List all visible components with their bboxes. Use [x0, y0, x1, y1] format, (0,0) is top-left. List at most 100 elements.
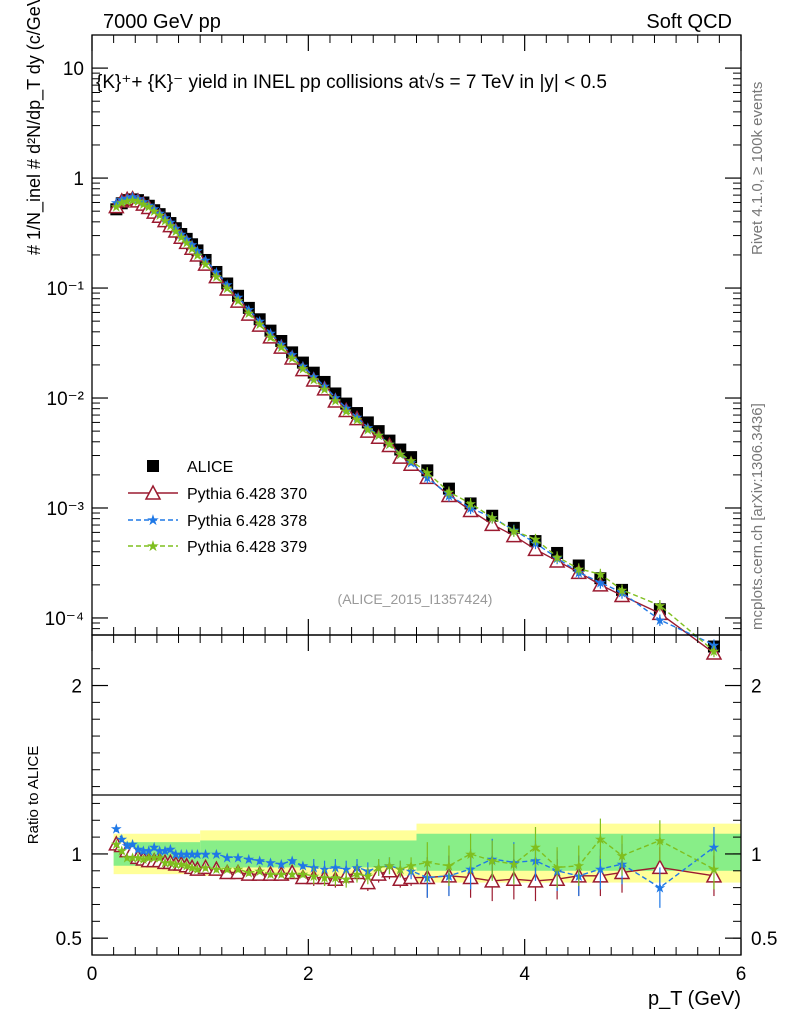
ratio-point-pythia-6-428-378: ★: [132, 841, 145, 857]
ratio-point-pythia-6-428-379: ★: [551, 859, 564, 875]
main-point-pythia-6-428-378: ★: [175, 226, 188, 242]
main-point-pythia-6-428-379: ★: [362, 421, 375, 437]
main-point-pythia-6-428-378: ★: [170, 220, 183, 236]
main-point-pythia-6-428-378: ★: [221, 276, 234, 292]
ratio-ytick-label-left: 1: [71, 845, 82, 866]
ratio-point-pythia-6-428-379: ★: [126, 849, 139, 865]
ratio-point-pythia-6-428-379: ★: [275, 866, 288, 882]
ratio-point-pythia-6-428-379: ★: [394, 861, 407, 877]
main-point-pythia-6-428-379: ★: [191, 247, 204, 263]
main-ytick-label: 10⁻⁴: [45, 609, 84, 630]
main-point-pythia-6-428-379: ★: [594, 566, 607, 582]
ratio-point-pythia-6-428-379: ★: [143, 849, 156, 865]
ratio-point-pythia-6-428-378: ★: [121, 838, 134, 854]
ratio-point-pythia-6-428-378: ★: [143, 843, 156, 859]
ratio-point-pythia-6-428-379: ★: [191, 861, 204, 877]
main-point-pythia-6-428-379: ★: [275, 339, 288, 355]
ratio-point-pythia-6-428-379: ★: [616, 848, 629, 864]
main-ytick-label: 10⁻³: [47, 499, 85, 520]
main-ytick-label: 10: [63, 59, 84, 80]
legend-label-379: Pythia 6.428 379: [187, 539, 307, 556]
main-point-pythia-6-428-378: ★: [126, 188, 139, 204]
ratio-point-pythia-6-428-379: ★: [121, 849, 134, 865]
ratio-point-pythia-6-428-379: ★: [297, 866, 310, 882]
ratio-point-pythia-6-428-379: ★: [232, 861, 245, 877]
ratio-point-pythia-6-428-379: ★: [529, 839, 542, 855]
analysis-tag: (ALICE_2015_I1357424): [338, 591, 493, 607]
ratio-point-pythia-6-428-379: ★: [253, 863, 266, 879]
ratio-ytick-label-right: 1: [751, 845, 762, 866]
main-point-pythia-6-428-379: ★: [405, 453, 418, 469]
axis-ticks: 10⁻⁴ 10⁻³ 10⁻² 10⁻¹ 1 10 0.5 0.5 1 1 2 2 0 2 4 6: [45, 34, 777, 985]
main-point-pythia-6-428-379: ★: [572, 561, 585, 577]
main-point-pythia-6-428-378: ★: [115, 191, 128, 207]
ratio-point-pythia-6-428-379: ★: [594, 831, 607, 847]
y-axis-label-main-text: # 1/N_inel # d²N/dp_T dy (c/GeV): [24, 0, 45, 255]
xtick-label: 2: [303, 964, 314, 985]
ratio-point-pythia-6-428-379: ★: [329, 870, 342, 886]
xtick-label: 6: [736, 964, 747, 985]
ratio-point-pythia-6-428-378: ★: [243, 851, 256, 867]
ratio-point-pythia-6-428-379: ★: [180, 858, 193, 874]
main-ytick-label: 10⁻¹: [47, 279, 85, 300]
xtick-label: 4: [519, 964, 530, 985]
ratio-point-pythia-6-428-379: ★: [318, 870, 331, 886]
ratio-point-pythia-6-428-379: ★: [186, 859, 199, 875]
ratio-point-pythia-6-428-379: ★: [654, 832, 667, 848]
main-point-pythia-6-428-379: ★: [264, 329, 277, 345]
ratio-point-pythia-6-428-379: ★: [153, 849, 166, 865]
main-point-pythia-6-428-378: ★: [318, 378, 331, 394]
main-point-pythia-6-428-379: ★: [253, 316, 266, 332]
ratio-ytick-label-left: 2: [71, 677, 82, 698]
ratio-point-pythia-6-428-378: ★: [654, 880, 667, 896]
main-ytick-label: 10⁻²: [47, 389, 85, 410]
main-point-pythia-6-428-379: ★: [115, 194, 128, 210]
main-point-pythia-6-428-379: ★: [340, 403, 353, 419]
main-point-pythia-6-428-378: ★: [143, 197, 156, 213]
ratio-point-pythia-6-428-378: ★: [275, 856, 288, 872]
main-point-pythia-6-428-379: ★: [708, 643, 721, 659]
ratio-point-pythia-6-428-370: [392, 870, 409, 886]
main-point-pythia-6-428-379: ★: [654, 597, 667, 613]
main-point-pythia-6-428-378: ★: [286, 346, 299, 362]
main-point-pythia-6-428-379: ★: [394, 446, 407, 462]
main-point-pythia-6-428-378: ★: [164, 214, 177, 230]
ratio-point-pythia-6-428-379: ★: [115, 843, 128, 859]
main-point-pythia-6-428-379: ★: [126, 192, 139, 208]
main-point-pythia-6-428-379: ★: [186, 240, 199, 256]
ratio-point-pythia-6-428-379: ★: [137, 851, 150, 867]
legend-marker-378: ★: [146, 512, 159, 529]
main-point-pythia-6-428-379: ★: [143, 199, 156, 215]
ratio-ytick-label-left: 0.5: [56, 929, 82, 950]
ratio-point-pythia-6-428-379: ★: [164, 854, 177, 870]
ratio-point-pythia-6-428-378: ★: [159, 843, 172, 859]
main-point-pythia-6-428-379: ★: [148, 203, 161, 219]
ratio-point-pythia-6-428-379: ★: [362, 868, 375, 884]
mcplots-label: mcplots.cern.ch [arXiv:1306.3436]: [749, 403, 766, 630]
ratio-point-pythia-6-428-378: ★: [708, 839, 721, 855]
ratio-point-pythia-6-428-379: ★: [307, 868, 320, 884]
main-title: {K}⁺+ {K}⁻ yield in INEL pp collisions a…: [96, 72, 607, 93]
ratio-point-pythia-6-428-378: ★: [297, 858, 310, 874]
ratio-point-pythia-6-428-379: ★: [340, 871, 353, 887]
ratio-point-pythia-6-428-379: ★: [170, 856, 183, 872]
main-point-pythia-6-428-378: ★: [594, 575, 607, 591]
main-point-pythia-6-428-379: ★: [318, 381, 331, 397]
main-point-pythia-6-428-378: ★: [232, 289, 245, 305]
ratio-point-pythia-6-428-379: ★: [264, 866, 277, 882]
legend-label-alice: ALICE: [187, 459, 233, 476]
ratio-point-pythia-6-428-379: ★: [508, 856, 521, 872]
main-point-pythia-6-428-378: ★: [275, 336, 288, 352]
ratio-point-pythia-6-428-378: ★: [137, 843, 150, 859]
main-point-pythia-6-428-378: ★: [199, 252, 212, 268]
main-point-pythia-6-428-378: ★: [297, 358, 310, 374]
main-point-pythia-6-428-379: ★: [329, 392, 342, 408]
ratio-point-pythia-6-428-379: ★: [464, 846, 477, 862]
main-point-pythia-6-428-379: ★: [508, 523, 521, 539]
ratio-point-pythia-6-428-378: ★: [232, 849, 245, 865]
ratio-point-pythia-6-428-378: ★: [191, 846, 204, 862]
main-point-pythia-6-428-379: ★: [383, 436, 396, 452]
main-point-pythia-6-428-379: ★: [210, 269, 223, 285]
main-point-pythia-6-428-379: ★: [286, 350, 299, 366]
